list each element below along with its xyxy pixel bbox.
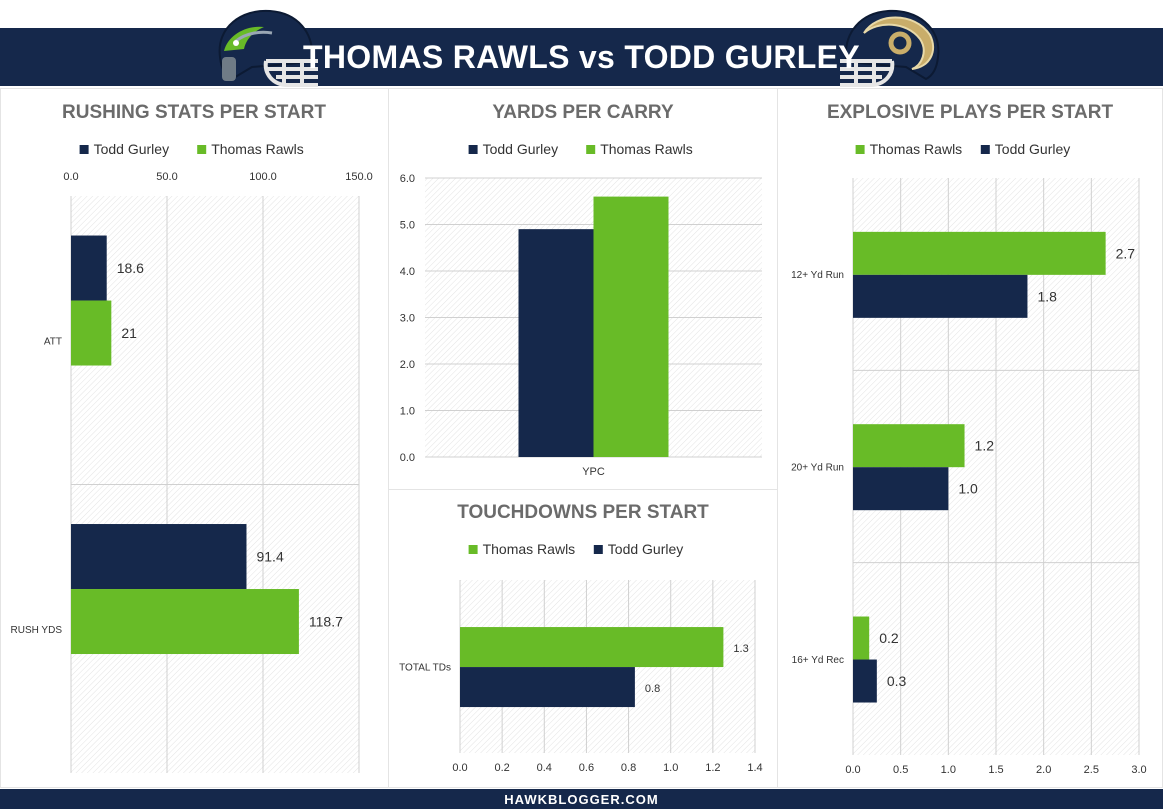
explosive-data-label-0-0: 2.7 bbox=[1116, 245, 1136, 261]
rushing-data-label-0-1: 21 bbox=[121, 325, 137, 341]
rams-helmet-icon bbox=[840, 9, 940, 87]
seahawks-helmet-icon bbox=[218, 9, 318, 87]
explosive-legend-swatch-0 bbox=[855, 145, 865, 154]
explosive-tick-label-6: 3.0 bbox=[1131, 764, 1146, 776]
footer-site: HAWKBLOGGER.COM bbox=[0, 789, 1163, 809]
tds-legend-swatch-0 bbox=[468, 545, 478, 554]
explosive-title: EXPLOSIVE PLAYS PER START bbox=[827, 102, 1114, 123]
ypc-legend-label-1: Thomas Rawls bbox=[600, 141, 693, 157]
explosive-data-label-2-1: 0.3 bbox=[887, 673, 907, 689]
ypc-tick-label-0: 0.0 bbox=[400, 452, 415, 464]
explosive-tick-label-0: 0.0 bbox=[845, 764, 860, 776]
ypc-tick-label-5: 5.0 bbox=[400, 220, 415, 232]
rushing-tick-label-0: 0.0 bbox=[63, 171, 78, 183]
tds-tick-label-0: 0.0 bbox=[452, 762, 467, 774]
rushing-category-label-0: ATT bbox=[44, 336, 62, 347]
explosive-legend-swatch-1 bbox=[980, 145, 990, 154]
rushing-data-label-0-0: 18.6 bbox=[117, 260, 144, 276]
page-title: THOMAS RAWLS vs TODD GURLEY bbox=[303, 39, 860, 75]
tds-category-label-0: TOTAL TDs bbox=[399, 663, 451, 674]
tds-legend-label-0: Thomas Rawls bbox=[483, 541, 576, 557]
ypc-tick-label-6: 6.0 bbox=[400, 173, 415, 185]
explosive-tick-label-1: 0.5 bbox=[893, 764, 908, 776]
tds-tick-label-1: 0.2 bbox=[494, 762, 509, 774]
ypc-bar-0-0 bbox=[518, 229, 594, 457]
explosive-tick-label-2: 1.0 bbox=[941, 764, 956, 776]
ypc-title: YARDS PER CARRY bbox=[492, 102, 674, 123]
rushing-tick-label-3: 150.0 bbox=[345, 171, 373, 183]
explosive-data-label-0-1: 1.8 bbox=[1037, 288, 1057, 304]
tds-title: TOUCHDOWNS PER START bbox=[457, 502, 709, 523]
rushing-legend-label-1: Thomas Rawls bbox=[211, 141, 304, 157]
rushing-tick-label-1: 50.0 bbox=[156, 171, 177, 183]
explosive-bar-2-1 bbox=[853, 659, 877, 703]
explosive-legend-label-0: Thomas Rawls bbox=[870, 141, 963, 157]
rushing-legend-swatch-1 bbox=[197, 145, 207, 154]
explosive-tick-label-4: 2.0 bbox=[1036, 764, 1051, 776]
tds-legend-label-1: Todd Gurley bbox=[608, 541, 683, 557]
explosive-legend-label-1: Todd Gurley bbox=[995, 141, 1070, 157]
ypc-tick-label-3: 3.0 bbox=[400, 313, 415, 325]
rushing-data-label-1-1: 118.7 bbox=[309, 614, 343, 630]
ypc-legend-label-0: Todd Gurley bbox=[483, 141, 558, 157]
explosive-category-label-0: 12+ Yd Run bbox=[791, 270, 844, 281]
explosive-bar-0-1 bbox=[853, 274, 1028, 318]
explosive-data-label-1-1: 1.0 bbox=[958, 481, 978, 497]
rushing-bar-1-1 bbox=[71, 589, 299, 655]
explosive-bar-1-0 bbox=[853, 424, 965, 468]
explosive-tick-label-3: 1.5 bbox=[988, 764, 1003, 776]
rushing-bar-0-0 bbox=[71, 235, 107, 301]
tds-tick-label-4: 0.8 bbox=[621, 762, 636, 774]
rushing-legend-swatch-0 bbox=[79, 145, 89, 154]
ypc-legend-swatch-1 bbox=[586, 145, 596, 154]
tds-data-label-0-0: 1.3 bbox=[733, 643, 748, 655]
tds-data-label-0-1: 0.8 bbox=[645, 683, 660, 695]
explosive-data-label-2-0: 0.2 bbox=[879, 630, 899, 646]
ypc-tick-label-4: 4.0 bbox=[400, 266, 415, 278]
tds-tick-label-3: 0.6 bbox=[579, 762, 594, 774]
tds-legend-swatch-1 bbox=[593, 545, 603, 554]
rushing-bar-1-0 bbox=[71, 524, 247, 590]
tds-bar-0-1 bbox=[460, 667, 635, 708]
tds-tick-label-2: 0.4 bbox=[537, 762, 552, 774]
rushing-bar-0-1 bbox=[71, 300, 112, 366]
ypc-tick-label-2: 2.0 bbox=[400, 359, 415, 371]
ypc-tick-label-1: 1.0 bbox=[400, 406, 415, 418]
rushing-category-label-1: RUSH YDS bbox=[11, 625, 63, 636]
tds-tick-label-5: 1.0 bbox=[663, 762, 678, 774]
explosive-category-label-2: 16+ Yd Rec bbox=[792, 655, 844, 666]
tds-tick-label-7: 1.4 bbox=[747, 762, 762, 774]
explosive-bar-0-0 bbox=[853, 231, 1106, 275]
rushing-tick-label-2: 100.0 bbox=[249, 171, 277, 183]
explosive-bar-1-1 bbox=[853, 467, 949, 511]
tds-bar-0-0 bbox=[460, 627, 724, 668]
ypc-bar-0-1 bbox=[593, 196, 669, 457]
explosive-tick-label-5: 2.5 bbox=[1084, 764, 1099, 776]
ypc-category-label-0: YPC bbox=[582, 466, 605, 478]
title-banner bbox=[0, 28, 1163, 86]
explosive-category-label-1: 20+ Yd Run bbox=[791, 463, 844, 474]
rushing-title: RUSHING STATS PER START bbox=[62, 102, 326, 123]
ypc-legend-swatch-0 bbox=[468, 145, 478, 154]
explosive-bar-2-0 bbox=[853, 616, 870, 660]
rushing-data-label-1-0: 91.4 bbox=[256, 549, 283, 565]
rushing-legend-label-0: Todd Gurley bbox=[94, 141, 169, 157]
tds-tick-label-6: 1.2 bbox=[705, 762, 720, 774]
explosive-data-label-1-0: 1.2 bbox=[975, 438, 995, 454]
